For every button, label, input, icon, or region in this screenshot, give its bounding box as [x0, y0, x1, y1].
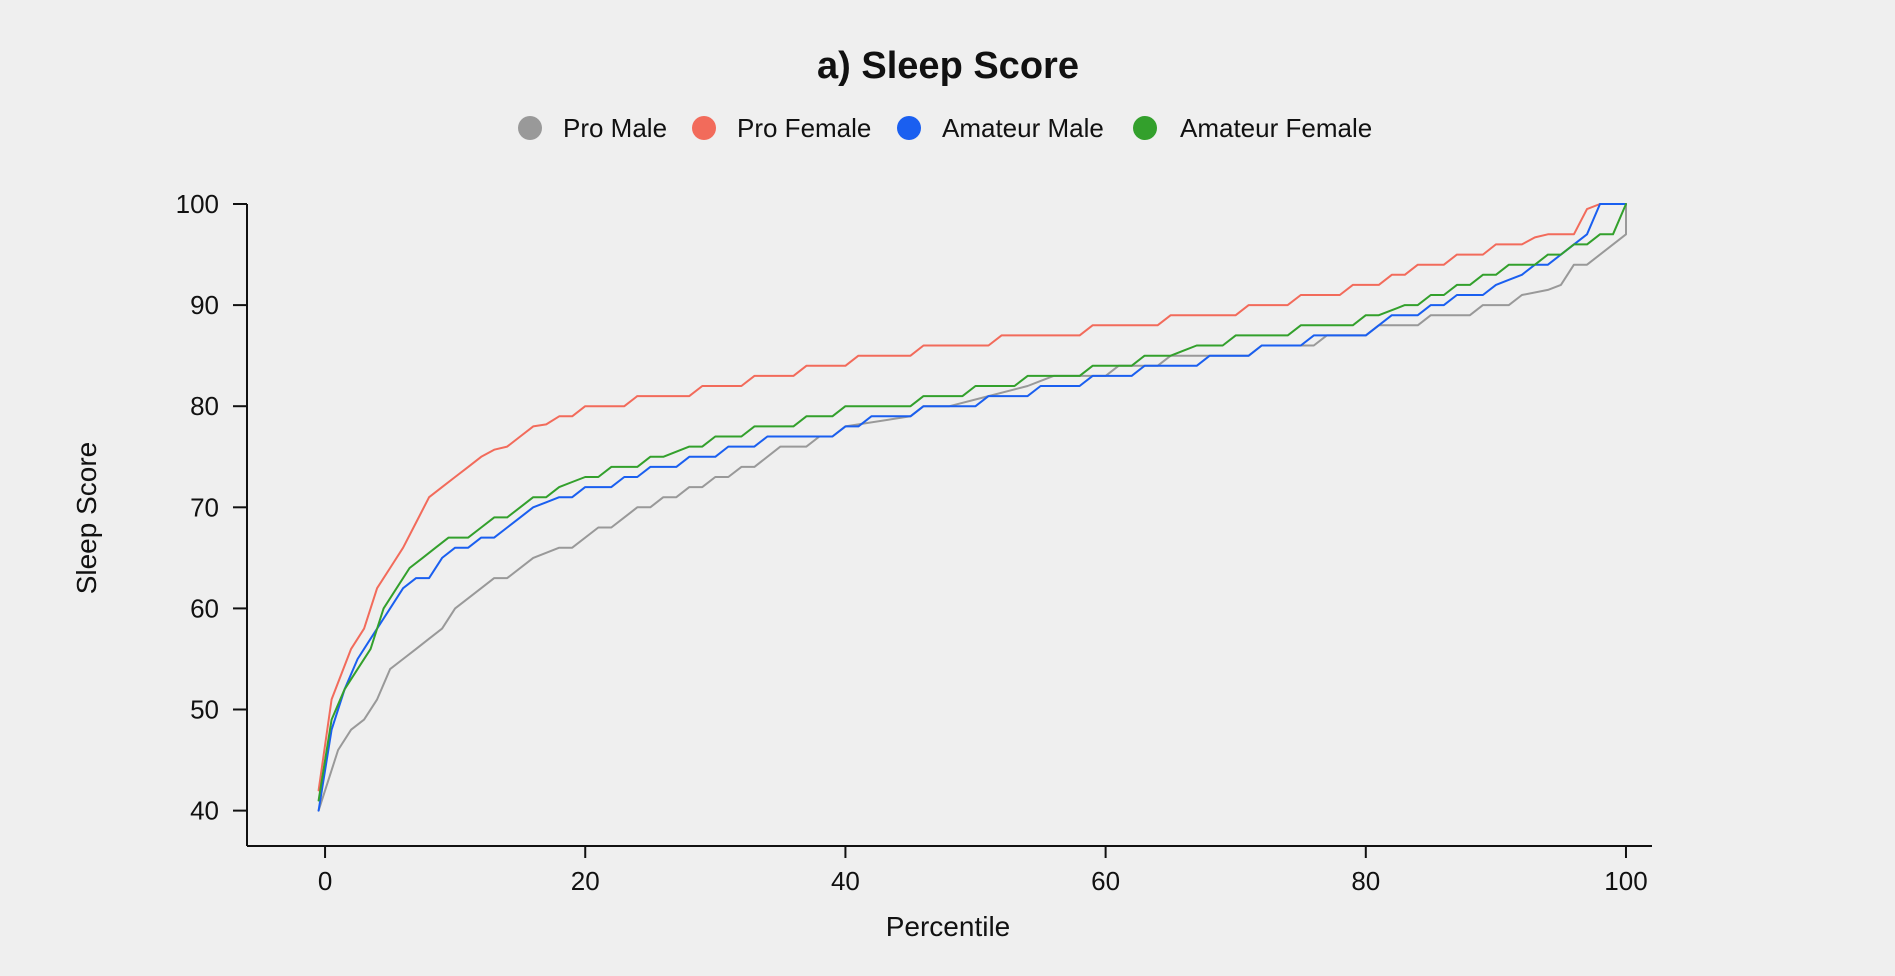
series-lines: [317, 203, 1627, 812]
legend-item-amateur-female: Amateur Female: [1133, 113, 1372, 143]
legend-marker: [1133, 116, 1157, 140]
legend-label: Pro Female: [737, 113, 871, 143]
legend-item-amateur-male: Amateur Male: [897, 113, 1104, 143]
x-tick-label: 20: [571, 866, 600, 896]
x-axis-title: Percentile: [886, 911, 1011, 942]
legend-item-pro-male: Pro Male: [518, 113, 667, 143]
legend-marker: [518, 116, 542, 140]
x-tick-label: 40: [831, 866, 860, 896]
series-line-pro-female: [317, 203, 1627, 792]
legend: Pro Male Pro Female Amateur Male Amateur Fe…: [518, 113, 1372, 143]
y-tick-label: 50: [190, 695, 219, 725]
legend-item-pro-female: Pro Female: [692, 113, 871, 143]
y-axis-title: Sleep Score: [71, 442, 102, 595]
series-line-amateur-male: [317, 203, 1627, 812]
legend-label: Amateur Male: [942, 113, 1104, 143]
legend-marker: [897, 116, 921, 140]
y-tick-label: 100: [176, 189, 219, 219]
x-tick-label: 60: [1091, 866, 1120, 896]
x-tick-label: 80: [1351, 866, 1380, 896]
series-line-pro-male: [317, 203, 1627, 812]
series-line-amateur-female: [317, 203, 1627, 802]
y-tick-label: 90: [190, 290, 219, 320]
y-tick-label: 80: [190, 391, 219, 421]
x-tick-label: 0: [318, 866, 332, 896]
legend-marker: [692, 116, 716, 140]
legend-label: Pro Male: [563, 113, 667, 143]
x-tick-label: 100: [1604, 866, 1647, 896]
axes: 40 50 60 70 80 90 100 0 20 40 60 80 100: [176, 189, 1652, 896]
chart-title: a) Sleep Score: [817, 45, 1079, 87]
y-tick-label: 70: [190, 492, 219, 522]
y-tick-label: 40: [190, 796, 219, 826]
y-tick-label: 60: [190, 593, 219, 623]
legend-label: Amateur Female: [1180, 113, 1372, 143]
